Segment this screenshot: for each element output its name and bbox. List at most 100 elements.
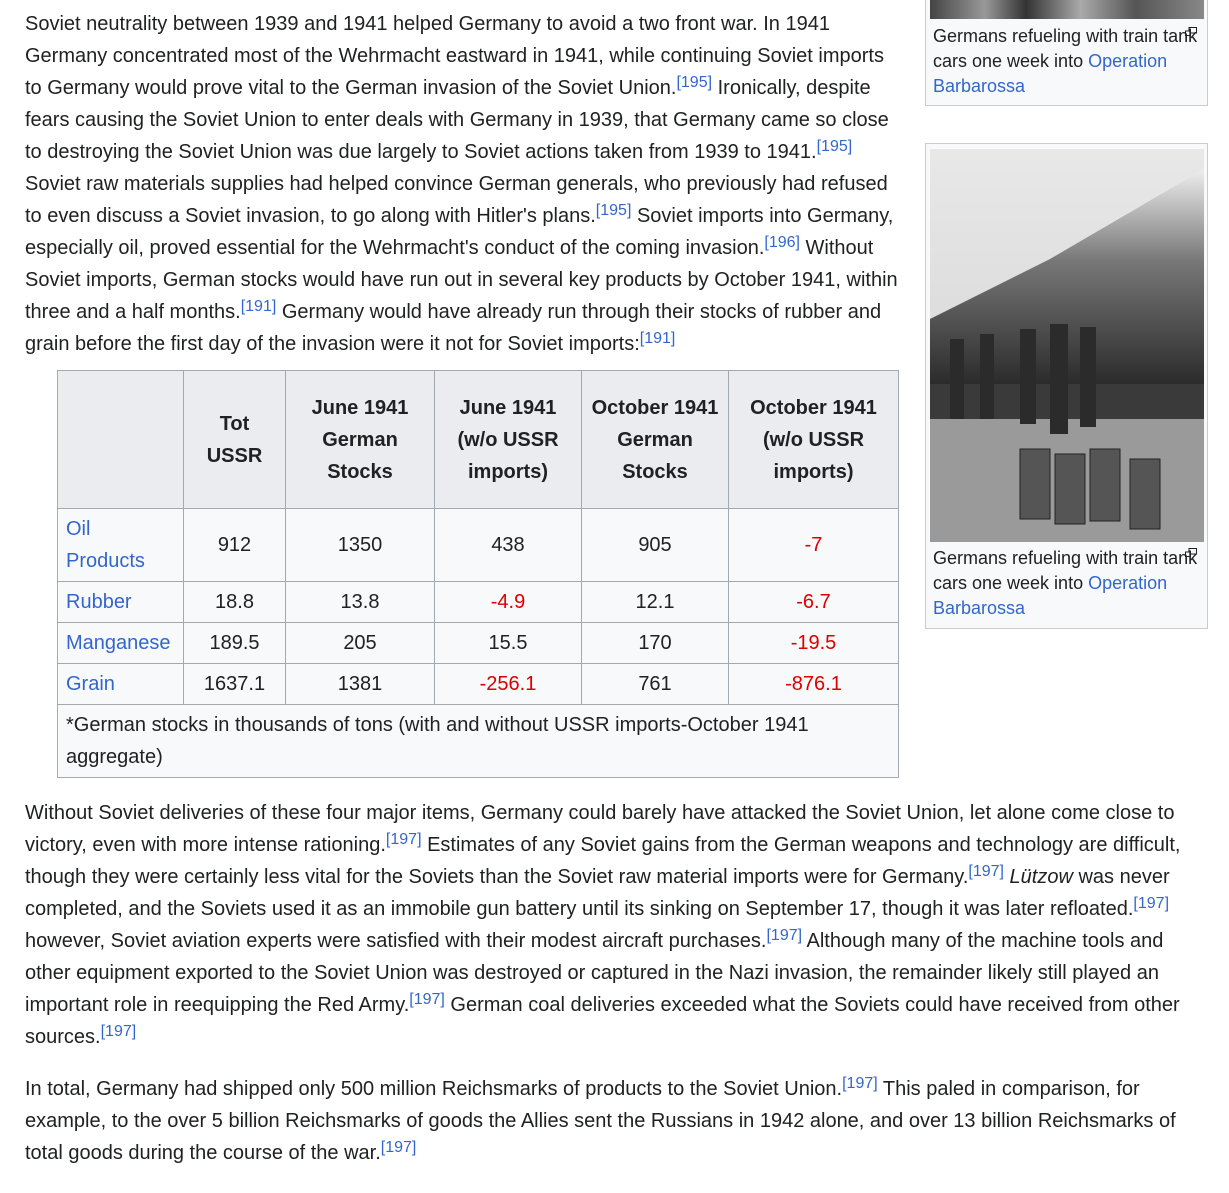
row-header: Oil Products <box>57 508 184 582</box>
citation: [197] <box>101 1023 137 1040</box>
citation-link[interactable]: [197] <box>385 831 422 848</box>
table-cell: 13.8 <box>285 581 435 623</box>
column-header-june-stocks: June 1941 German Stocks <box>285 370 435 509</box>
column-header-empty <box>57 370 184 509</box>
table-cell: 1637.1 <box>183 663 286 705</box>
table-row: Manganese 189.5 205 15.5 170 -19.5 <box>57 622 899 664</box>
text-segment: This paled in comparison, for example, t… <box>25 1078 1176 1164</box>
citation: [191] <box>241 298 277 315</box>
table-cell: 438 <box>434 508 582 582</box>
table-note: *German stocks in thousands of tons (wit… <box>57 704 899 778</box>
figure-refueling: Germans refueling with train tank cars o… <box>925 143 1208 629</box>
table-cell: 1350 <box>285 508 435 582</box>
column-header-october-wo-imports: October 1941 (w/o USSR imports) <box>728 370 899 509</box>
magnify-icon[interactable] <box>1185 548 1197 557</box>
figure-refueling-top: Germans refueling with train tank cars o… <box>925 0 1208 106</box>
table-cell: 205 <box>285 622 435 664</box>
citation-link[interactable]: [191] <box>639 330 676 347</box>
text-segment: Although many of the machine tools and o… <box>25 930 1164 1016</box>
citation: [195] <box>676 74 712 91</box>
citation: [196] <box>764 234 800 251</box>
caption-text: Germans refueling with train tank cars o… <box>933 26 1198 71</box>
table-cell: -4.9 <box>434 581 582 623</box>
table-row: Rubber 18.8 13.8 -4.9 12.1 -6.7 <box>57 581 899 623</box>
text-segment: Ironically, despite fears causing the So… <box>25 77 889 163</box>
table-cell: -6.7 <box>728 581 899 623</box>
text-segment: Without Soviet imports, German stocks wo… <box>25 237 898 323</box>
table-cell: -256.1 <box>434 663 582 705</box>
text-segment: Without Soviet deliveries of these four … <box>25 802 1175 856</box>
citation: [195] <box>596 202 632 219</box>
photo[interactable] <box>930 149 1204 542</box>
table-cell: 905 <box>581 508 729 582</box>
citation-link[interactable]: [197] <box>842 1075 878 1092</box>
citation-link[interactable]: [195] <box>595 202 632 219</box>
text-segment: Estimates of any Soviet gains from the G… <box>25 834 1181 888</box>
table-cell: 170 <box>581 622 729 664</box>
table-cell: 12.1 <box>581 581 729 623</box>
row-label-link[interactable]: Manganese <box>66 632 171 654</box>
citation-link[interactable]: [195] <box>816 138 853 155</box>
citation: [197] <box>386 831 422 848</box>
row-label-link[interactable]: Rubber <box>66 591 132 613</box>
table-note-row: *German stocks in thousands of tons (wit… <box>57 704 899 778</box>
paragraph-soviet-deliveries: Without Soviet deliveries of these four … <box>25 797 1195 1053</box>
citation: [197] <box>968 863 1004 880</box>
text-segment: Soviet neutrality between 1939 and 1941 … <box>25 13 884 99</box>
text-segment: was never completed, and the Soviets use… <box>25 866 1170 920</box>
citation: [197] <box>409 991 445 1008</box>
citation-link[interactable]: [196] <box>764 234 800 251</box>
figure-caption: Germans refueling with train tank cars o… <box>933 546 1203 621</box>
table-cell: -876.1 <box>728 663 899 705</box>
table-cell: 761 <box>581 663 729 705</box>
paragraph-soviet-neutrality: Soviet neutrality between 1939 and 1941 … <box>25 8 900 360</box>
citation-link[interactable]: [197] <box>968 863 1004 880</box>
text-segment: Soviet imports into Germany, especially … <box>25 205 894 259</box>
citation: [195] <box>817 138 853 155</box>
row-header: Manganese <box>57 622 184 664</box>
citation-link[interactable]: [197] <box>1133 895 1170 912</box>
citation-link[interactable]: [197] <box>100 1023 137 1040</box>
table-cell: 15.5 <box>434 622 582 664</box>
citation: [197] <box>1133 895 1169 912</box>
german-stocks-table: Tot USSR June 1941 German Stocks June 19… <box>57 370 899 778</box>
citation-link[interactable]: [197] <box>766 927 803 944</box>
citation-link[interactable]: [197] <box>409 991 445 1008</box>
text-segment: In total, Germany had shipped only 500 m… <box>25 1078 843 1100</box>
citation: [197] <box>766 927 802 944</box>
caption-text: Germans refueling with train tank cars o… <box>933 548 1198 593</box>
citation: [191] <box>640 330 676 347</box>
table-cell: 189.5 <box>183 622 286 664</box>
table-cell: 1381 <box>285 663 435 705</box>
row-label-link[interactable]: Oil Products <box>66 518 145 572</box>
column-header-tot-ussr: Tot USSR <box>183 370 286 509</box>
magnify-icon[interactable] <box>1185 27 1197 36</box>
paragraph-total-shipments: In total, Germany had shipped only 500 m… <box>25 1073 1195 1169</box>
figure-caption: Germans refueling with train tank cars o… <box>933 24 1203 99</box>
text-segment: Germany would have already run through t… <box>25 301 882 355</box>
table-cell: -7 <box>728 508 899 582</box>
text-segment: German coal deliveries exceeded what the… <box>25 994 1180 1048</box>
operation-barbarossa-link[interactable]: Operation Barbarossa <box>933 51 1168 96</box>
row-label-link[interactable]: Grain <box>66 673 115 695</box>
table-cell: 18.8 <box>183 581 286 623</box>
citation: [197] <box>381 1139 417 1156</box>
citation-link[interactable]: [197] <box>380 1139 417 1156</box>
table-cell: 912 <box>183 508 286 582</box>
column-header-june-wo-imports: June 1941 (w/o USSR imports) <box>434 370 582 509</box>
ship-name: Lützow <box>1009 866 1073 888</box>
citation-link[interactable]: [191] <box>240 298 277 315</box>
citation: [197] <box>842 1075 878 1092</box>
photo[interactable] <box>930 0 1204 19</box>
text-segment: Soviet raw materials supplies had helped… <box>25 173 888 227</box>
text-segment: however, Soviet aviation experts were sa… <box>25 930 767 952</box>
table-row: Oil Products 912 1350 438 905 -7 <box>57 508 899 582</box>
row-header: Rubber <box>57 581 184 623</box>
row-header: Grain <box>57 663 184 705</box>
operation-barbarossa-link[interactable]: Operation Barbarossa <box>933 573 1168 618</box>
table-cell: -19.5 <box>728 622 899 664</box>
table-row: Grain 1637.1 1381 -256.1 761 -876.1 <box>57 663 899 705</box>
citation-link[interactable]: [195] <box>676 74 713 91</box>
column-header-october-stocks: October 1941 German Stocks <box>581 370 729 509</box>
table-header-row: Tot USSR June 1941 German Stocks June 19… <box>57 370 899 509</box>
